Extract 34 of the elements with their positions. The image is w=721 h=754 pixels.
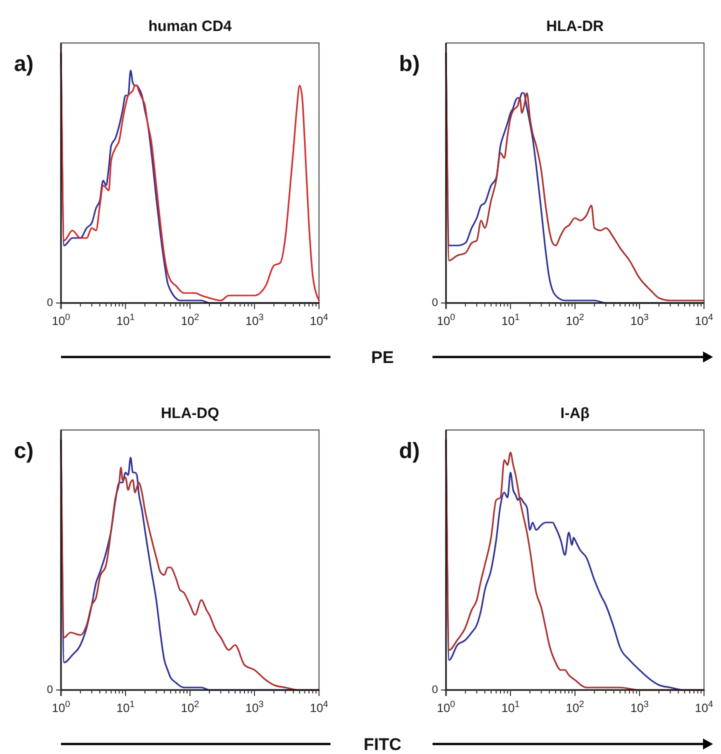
text: 0 [432,297,438,309]
x-tick-label: 10$^{1}$ [501,312,520,328]
x-tick-label: 10$^{0}$ [436,699,456,715]
chart-title: I-Aβ [560,405,590,422]
x-tick-label: 10$^{1}$ [116,699,135,715]
x-tick-label: 10$^{3}$ [630,699,649,715]
x-tick-label: 10$^{1}$ [501,699,520,715]
x-axis-title: PE [371,348,394,366]
text: 0 [46,684,53,696]
x-tick-label: 10$^{3}$ [245,699,264,715]
chart-title: HLA-DR [546,18,604,35]
x-tick-label: 10$^{2}$ [180,699,200,715]
text: c) [14,438,34,463]
text: 0 [46,297,53,309]
x-tick-label: 10$^{0}$ [436,312,456,328]
x-tick-label: 10$^{4}$ [310,699,328,715]
x-tick-label: 10$^{4}$ [694,312,714,328]
text: b) [399,51,420,76]
x-tick-label: 10$^{4}$ [694,699,714,715]
text: 0 [432,684,438,696]
x-tick-label: 10$^{0}$ [52,699,70,715]
x-tick-label: 10$^{2}$ [180,312,200,328]
chart-title: HLA-DQ [160,405,220,422]
chart-title: human CD4 [148,18,232,35]
x-axis-title: FITC [364,734,402,754]
x-tick-label: 10$^{4}$ [310,312,328,328]
x-tick-label: 10$^{0}$ [52,312,70,328]
x-tick-label: 10$^{3}$ [245,312,264,328]
x-tick-label: 10$^{2}$ [566,312,584,328]
x-tick-label: 10$^{3}$ [630,312,649,328]
x-tick-label: 10$^{1}$ [116,312,135,328]
x-tick-label: 10$^{2}$ [566,699,584,715]
text: d) [399,438,420,463]
text: a) [14,51,34,76]
